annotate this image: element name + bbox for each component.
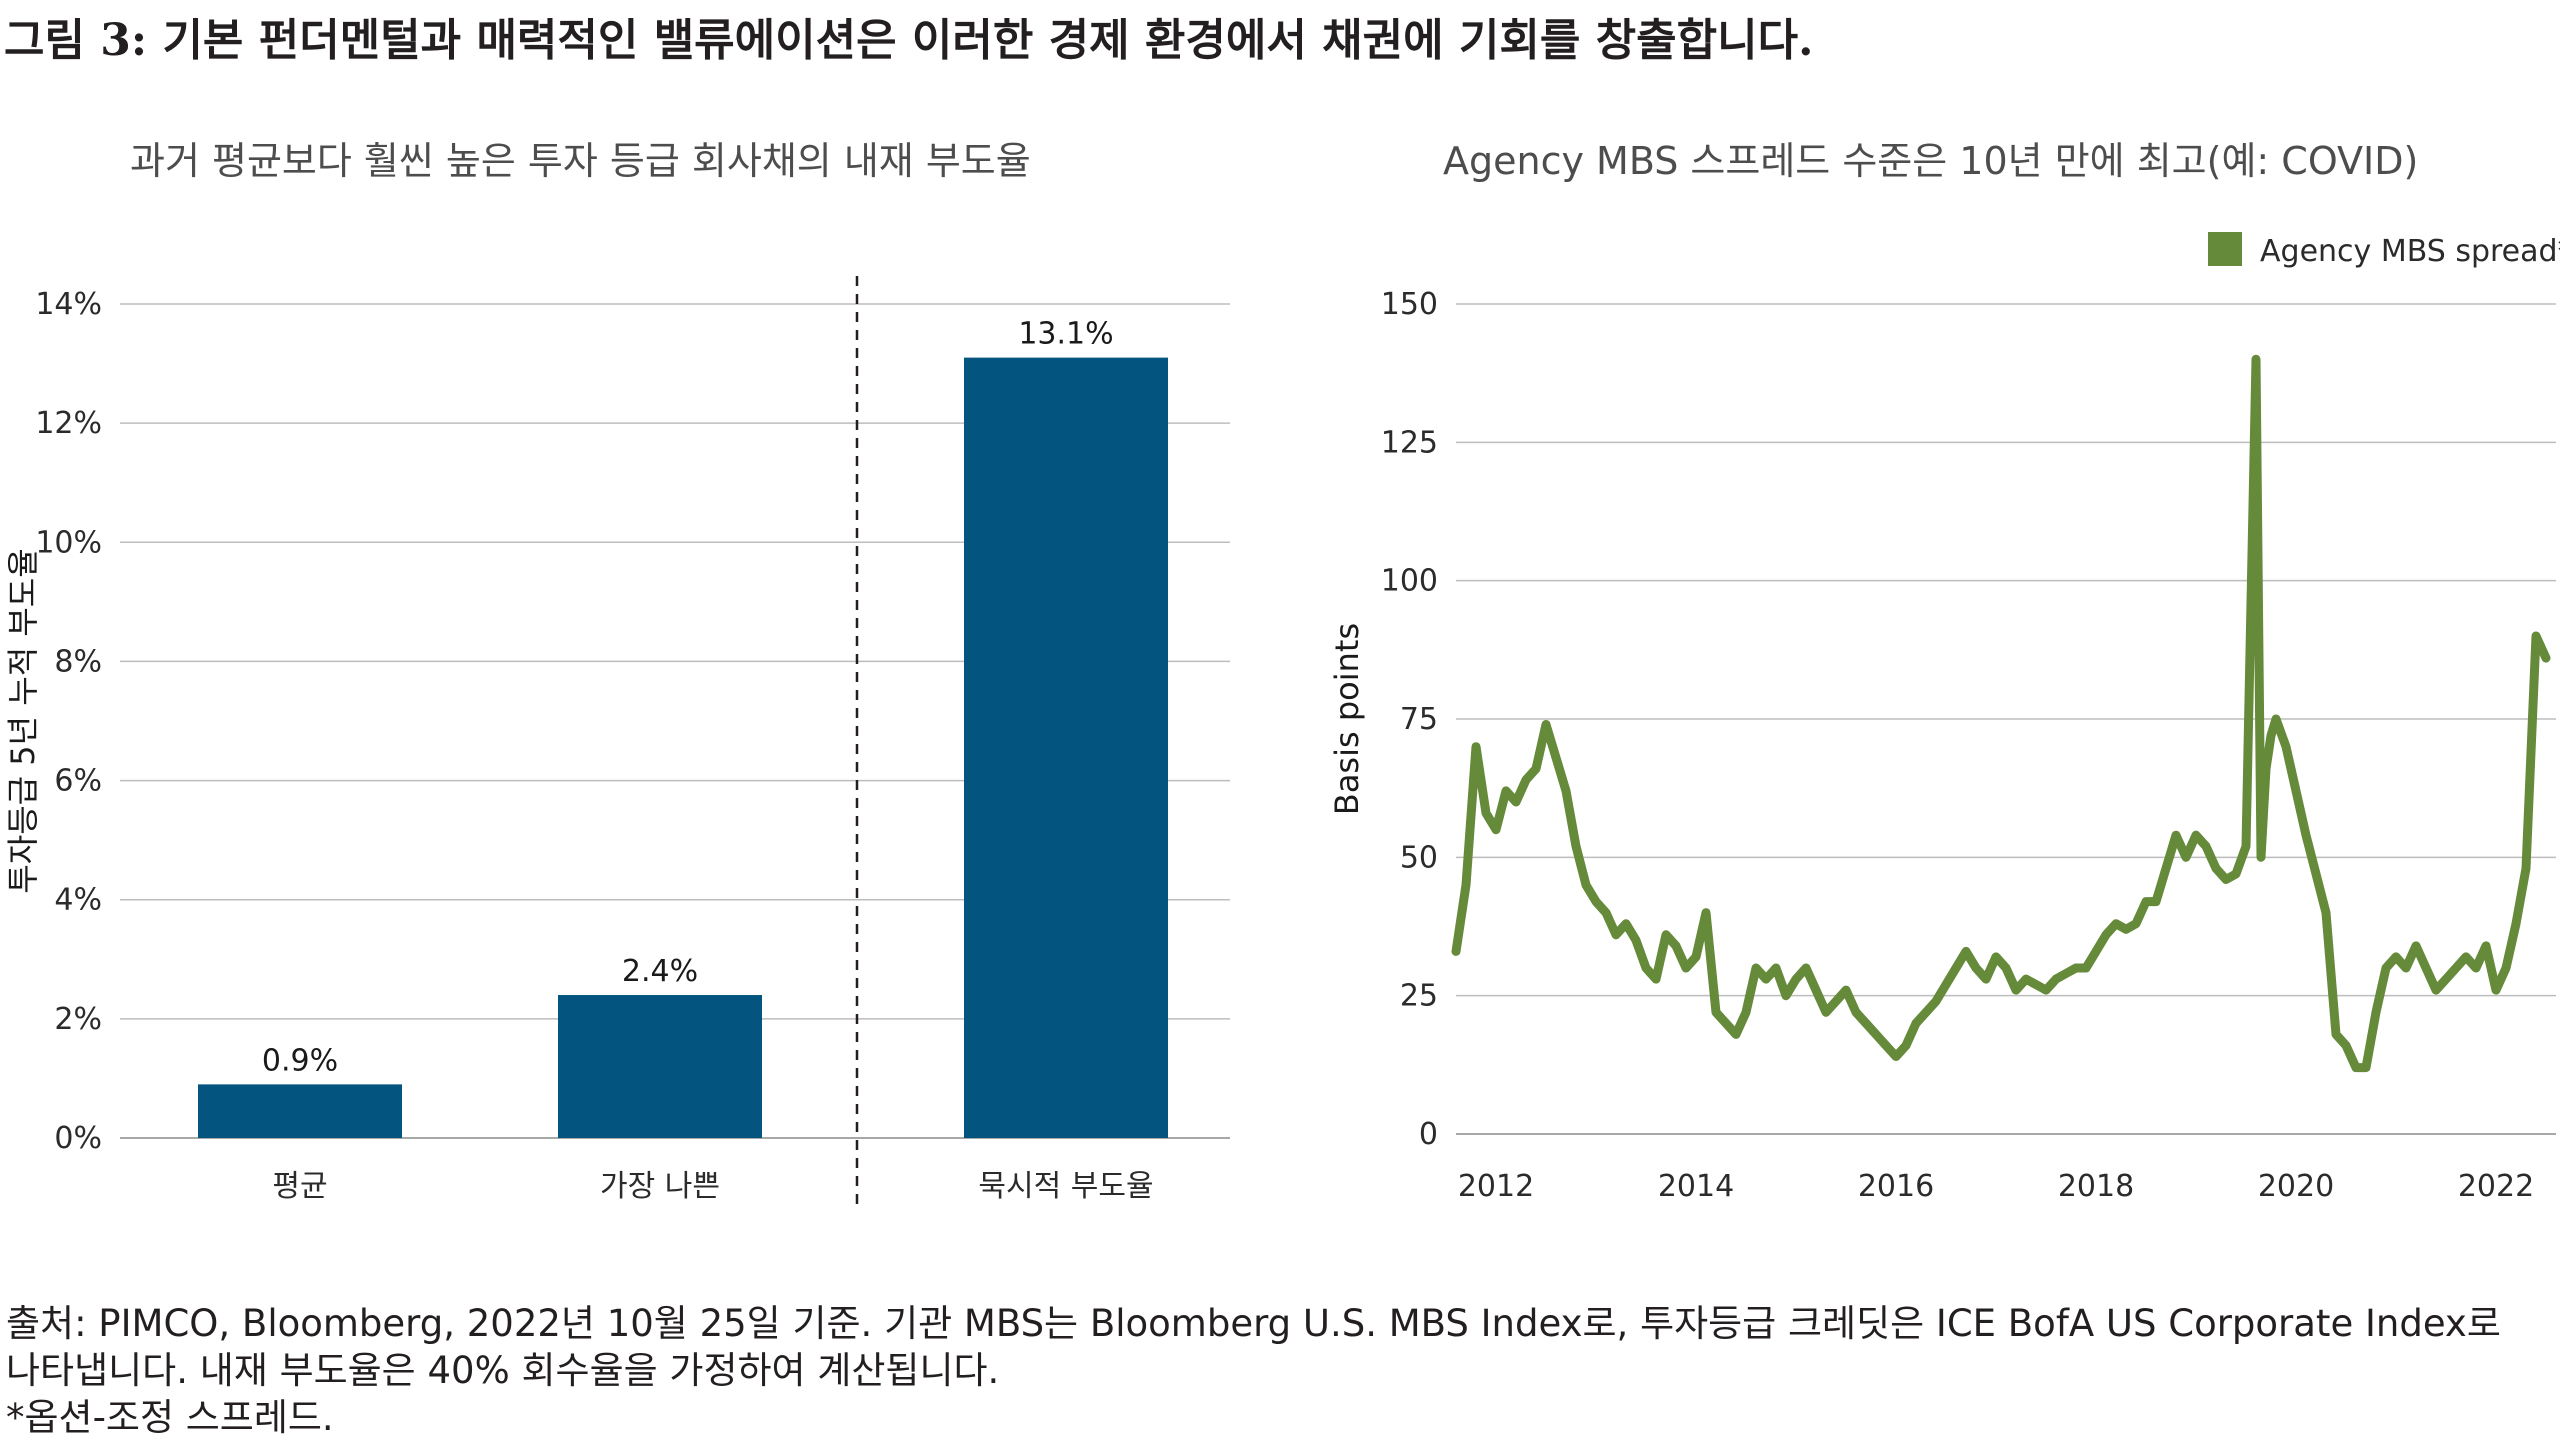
y-tick-label: 12%	[35, 406, 102, 441]
y-tick-label: 75	[1400, 702, 1438, 737]
footnote: 출처: PIMCO, Bloomberg, 2022년 10월 25일 기준. …	[6, 1300, 2501, 1441]
y-tick-label: 50	[1400, 840, 1438, 875]
x-tick-label: 2016	[1858, 1169, 1934, 1204]
x-tick-label: 2014	[1658, 1169, 1734, 1204]
bar-chart-title: 과거 평균보다 훨씬 높은 투자 등급 회사채의 내재 부도율	[130, 139, 1031, 183]
footnote-line-oas: *옵션-조정 스프레드.	[6, 1396, 334, 1439]
footnote-line-source: 출처: PIMCO, Bloomberg, 2022년 10월 25일 기준. …	[6, 1302, 2501, 1345]
y-tick-label: 125	[1381, 425, 1438, 460]
figure-title: 그림 3: 기본 펀더멘털과 매력적인 밸류에이션은 이러한 경제 환경에서 채…	[4, 15, 1814, 66]
x-tick-label: 2020	[2258, 1169, 2334, 1204]
line-chart-title: Agency MBS 스프레드 수준은 10년 만에 최고(예: COVID)	[1443, 139, 2419, 183]
x-category-label: 가장 나쁜	[600, 1169, 720, 1204]
y-tick-label: 25	[1400, 979, 1438, 1014]
bar	[964, 357, 1168, 1139]
y-tick-label: 8%	[54, 644, 102, 679]
y-tick-label: 0%	[54, 1121, 102, 1156]
series-line-agency-mbs-spread	[1451, 354, 2551, 1073]
bar-value-label: 2.4%	[622, 954, 698, 989]
legend-swatch	[2208, 232, 2242, 266]
y-tick-label: 100	[1381, 564, 1438, 599]
bar-chart: 0% 2% 4% 6% 8% 10% 12% 14% 0.9% 평균 2.4% 가장 나쁜 13.1% 묵…	[4, 276, 1230, 1208]
x-tick-label: 2022	[2458, 1169, 2534, 1204]
bar	[198, 1084, 402, 1138]
y-axis-title: 투자등급 5년 누적 부도율	[4, 548, 42, 893]
x-category-label: 묵시적 부도율	[978, 1169, 1153, 1204]
y-tick-label: 0	[1419, 1117, 1438, 1152]
y-tick-label: 2%	[54, 1002, 102, 1037]
line-chart: 0 25 50 75 100 125 150 2012 2014 2016 2018 2020 2022…	[1328, 232, 2560, 1204]
y-tick-label: 14%	[35, 287, 102, 322]
x-tick-label: 2012	[1458, 1169, 1534, 1204]
legend-label: Agency MBS spread*	[2260, 234, 2560, 269]
y-tick-label: 4%	[54, 883, 102, 918]
y-tick-label: 6%	[54, 764, 102, 799]
bar-value-label: 13.1%	[1018, 317, 1113, 352]
y-tick-label: 10%	[35, 525, 102, 560]
y-tick-label: 150	[1381, 287, 1438, 322]
x-tick-label: 2018	[2058, 1169, 2134, 1204]
bar	[558, 995, 762, 1138]
y-axis-title: Basis points	[1328, 623, 1366, 815]
bar-value-label: 0.9%	[262, 1043, 338, 1078]
x-category-label: 평균	[272, 1169, 327, 1204]
footnote-line-method: 나타냅니다. 내재 부도율은 40% 회수율을 가정하여 계산됩니다.	[6, 1349, 1000, 1392]
